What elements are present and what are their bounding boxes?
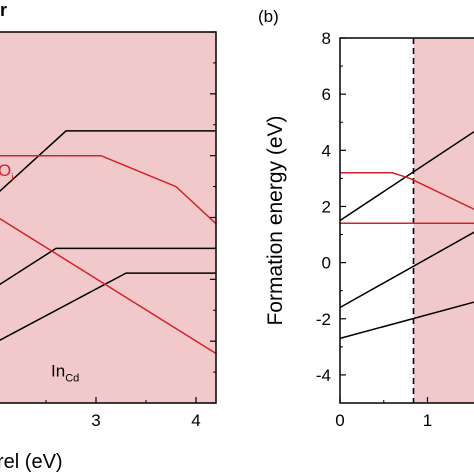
panel-b: -4 -2 0 2 4 6 8 0 1 Formation energy (eV) (b) [258,7,474,430]
panel-b-series-line-2 [339,231,474,309]
panel-b-x-tick-label: 0 [335,411,344,430]
panel-b-y-axis-label: Formation energy (eV) [264,115,287,325]
panel-a-x-tick-label: 3 [91,411,100,430]
panel-a-x-tick-label: 4 [191,411,200,430]
panel-b-shaded-region [413,38,474,403]
panel-b-y-tick-label: 6 [322,85,331,104]
panel-a-shaded-region [0,32,216,403]
panel-a-series-line-5 [0,217,217,355]
panel-b-series-line-1 [339,130,474,222]
panel-b-x-tick-label: 1 [423,411,432,430]
panel-b-series-line-3 [339,301,474,340]
panel-b-y-tick-label: -2 [316,310,331,329]
panel-a-series-line-2 [0,247,216,286]
panel-b-y-tick-label: 4 [322,141,331,160]
panel-b-y-tick-label: 2 [322,197,331,216]
panel-a-x-axis-label: rel (eV) [0,451,63,473]
panel-b-y-tick-label: 0 [322,254,331,273]
panel-b-y-tick-label: 8 [322,29,331,48]
panel-a-series-line-1 [0,130,216,192]
panel-b-axes-frame [339,37,474,404]
panel-a-annotation-2: Oi [0,161,14,184]
panel-a-series-line-4 [0,154,217,225]
panel-a-label: r [0,0,7,20]
panel-a-series-line-3 [0,272,216,341]
panel-b-series-line-4 [340,172,474,211]
panel-b-label: (b) [258,7,279,26]
panel-b-y-tick-label: -4 [316,366,331,385]
